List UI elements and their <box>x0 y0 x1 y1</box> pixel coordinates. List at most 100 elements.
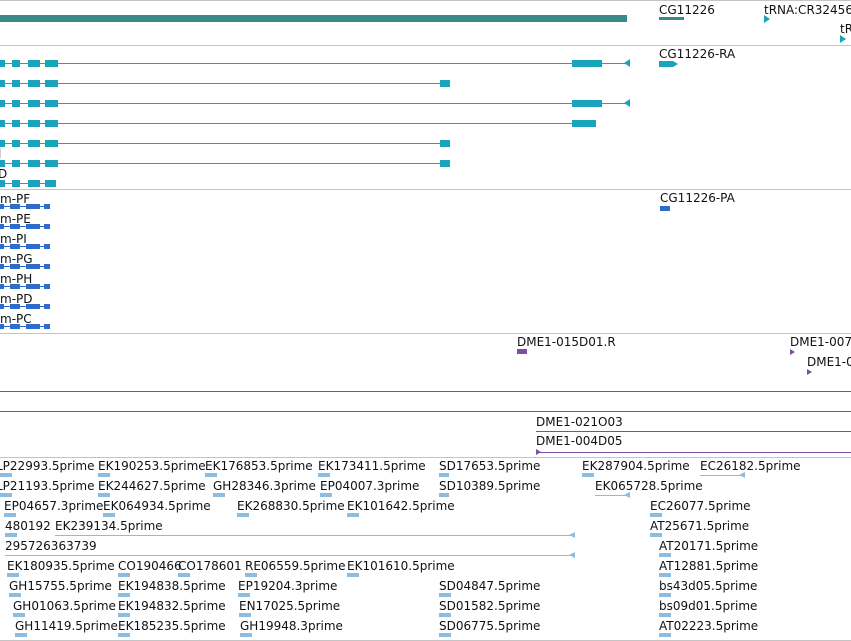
est-label[interactable]: SD06775.5prime <box>439 619 541 633</box>
transcript-label-ra[interactable]: CG11226-RA <box>659 47 736 61</box>
est-label[interactable]: EK064934.5prime <box>103 499 211 513</box>
polypeptide-exon[interactable] <box>0 244 4 249</box>
est-feature[interactable] <box>239 613 251 617</box>
transcript-exon[interactable] <box>28 160 40 167</box>
est-feature[interactable] <box>650 533 662 537</box>
est-label[interactable]: EK173411.5prime <box>318 459 426 473</box>
probe-label-007[interactable]: DME1-007 <box>790 335 851 349</box>
transcript-exon[interactable] <box>12 80 20 87</box>
est-label[interactable]: LP21193.5prime <box>0 479 95 493</box>
est-label[interactable]: LP22993.5prime <box>0 459 95 473</box>
est-label[interactable]: EK185235.5prime <box>118 619 226 633</box>
probe-feature-0[interactable] <box>807 369 812 375</box>
est-feature[interactable] <box>13 613 25 617</box>
est-feature[interactable] <box>237 513 249 517</box>
est-feature[interactable] <box>245 573 257 577</box>
transcript-exon[interactable] <box>45 100 58 107</box>
polypeptide-exon[interactable] <box>10 224 20 229</box>
polypeptide-exon[interactable] <box>10 204 20 209</box>
est-label[interactable]: EK268830.5prime <box>237 499 345 513</box>
polypeptide-exon[interactable] <box>10 324 20 329</box>
transcript-feature-ra[interactable] <box>659 61 673 67</box>
est-label[interactable]: SD04847.5prime <box>439 579 541 593</box>
est-feature[interactable] <box>5 533 17 537</box>
transcript-exon[interactable] <box>45 60 58 67</box>
polypeptide-exon[interactable] <box>44 204 50 209</box>
polypeptide-exon[interactable] <box>26 304 40 309</box>
est-feature[interactable] <box>659 573 671 577</box>
est-label[interactable]: RE06559.5prime <box>245 559 346 573</box>
transcript-exon[interactable] <box>28 80 40 87</box>
polypeptide-exon[interactable] <box>44 224 50 229</box>
est-feature[interactable] <box>118 573 130 577</box>
est-feature[interactable] <box>439 613 451 617</box>
transcript-exon[interactable] <box>0 60 5 67</box>
est-feature[interactable] <box>659 633 671 637</box>
est-label[interactable]: AT12881.5prime <box>659 559 759 573</box>
polypeptide-exon[interactable] <box>0 224 4 229</box>
trna-arrow[interactable] <box>764 15 770 23</box>
est-label[interactable]: CO178601 <box>178 559 242 573</box>
polypeptide-label-pa[interactable]: CG11226-PA <box>660 191 735 205</box>
transcript-exon[interactable] <box>28 140 40 147</box>
transcript-exon[interactable] <box>45 160 58 167</box>
est-label[interactable]: EK176853.5prime <box>205 459 313 473</box>
span-feature-021o03[interactable] <box>536 431 851 432</box>
transcript-exon[interactable] <box>12 60 20 67</box>
est-feature-line[interactable] <box>5 555 575 556</box>
est-feature[interactable] <box>0 493 12 497</box>
gene-label-trna[interactable]: tRNA:CR32456 <box>764 3 851 17</box>
polypeptide-exon[interactable] <box>26 324 40 329</box>
est-label[interactable]: GH01063.5prime <box>13 599 116 613</box>
est-label[interactable]: EC26077.5prime <box>650 499 751 513</box>
transcript-exon[interactable] <box>12 120 20 127</box>
transcript-exon[interactable] <box>440 80 450 87</box>
polypeptide-exon[interactable] <box>26 204 40 209</box>
polypeptide-edge-label[interactable]: m-PC <box>0 312 32 326</box>
est-label[interactable]: EK101642.5prime <box>347 499 455 513</box>
polypeptide-exon[interactable] <box>44 244 50 249</box>
transcript-exon[interactable] <box>45 80 58 87</box>
est-feature[interactable] <box>4 513 16 517</box>
est-feature[interactable] <box>320 493 332 497</box>
polypeptide-exon[interactable] <box>0 264 4 269</box>
transcript-exon[interactable] <box>12 160 20 167</box>
est-feature-line[interactable] <box>700 475 745 476</box>
est-label[interactable]: AT02223.5prime <box>659 619 759 633</box>
polypeptide-exon[interactable] <box>10 304 20 309</box>
transcript-edge-label[interactable]: l <box>0 147 1 161</box>
transcript-exon[interactable] <box>0 120 5 127</box>
est-label[interactable]: AT25671.5prime <box>650 519 750 533</box>
est-label[interactable]: EK065728.5prime <box>595 479 703 493</box>
transcript-exon[interactable] <box>0 140 5 147</box>
est-label[interactable]: EK194838.5prime <box>118 579 226 593</box>
est-feature-line[interactable] <box>55 535 575 536</box>
est-label[interactable]: 480192 <box>5 519 51 533</box>
est-feature[interactable] <box>439 473 449 477</box>
polypeptide-exon[interactable] <box>44 304 50 309</box>
transcript-exon[interactable] <box>572 120 596 127</box>
est-feature[interactable] <box>659 613 671 617</box>
est-feature[interactable] <box>9 593 21 597</box>
transcript-exon[interactable] <box>12 180 20 187</box>
probe-label-015d01[interactable]: DME1-015D01.R <box>517 335 616 349</box>
est-label[interactable]: bs09d01.5prime <box>659 599 758 613</box>
transcript-exon[interactable] <box>45 180 56 187</box>
polypeptide-exon[interactable] <box>44 324 50 329</box>
polypeptide-exon[interactable] <box>26 224 40 229</box>
transcript-exon[interactable] <box>45 140 58 147</box>
est-feature[interactable] <box>650 513 662 517</box>
transcript-exon[interactable] <box>572 60 602 67</box>
est-label[interactable]: EK287904.5prime <box>582 459 690 473</box>
est-label[interactable]: EC26182.5prime <box>700 459 801 473</box>
transcript-exon[interactable] <box>0 180 5 187</box>
transcript-exon[interactable] <box>28 100 40 107</box>
span-feature-004d05[interactable] <box>536 452 851 453</box>
transcript-exon[interactable] <box>28 180 40 187</box>
polypeptide-edge-label[interactable]: m-PD <box>0 292 33 306</box>
polypeptide-exon[interactable] <box>44 264 50 269</box>
probe-feature-007[interactable] <box>790 349 795 355</box>
polypeptide-exon[interactable] <box>0 284 4 289</box>
transcript-exon[interactable] <box>572 100 602 107</box>
est-feature[interactable] <box>15 633 27 637</box>
